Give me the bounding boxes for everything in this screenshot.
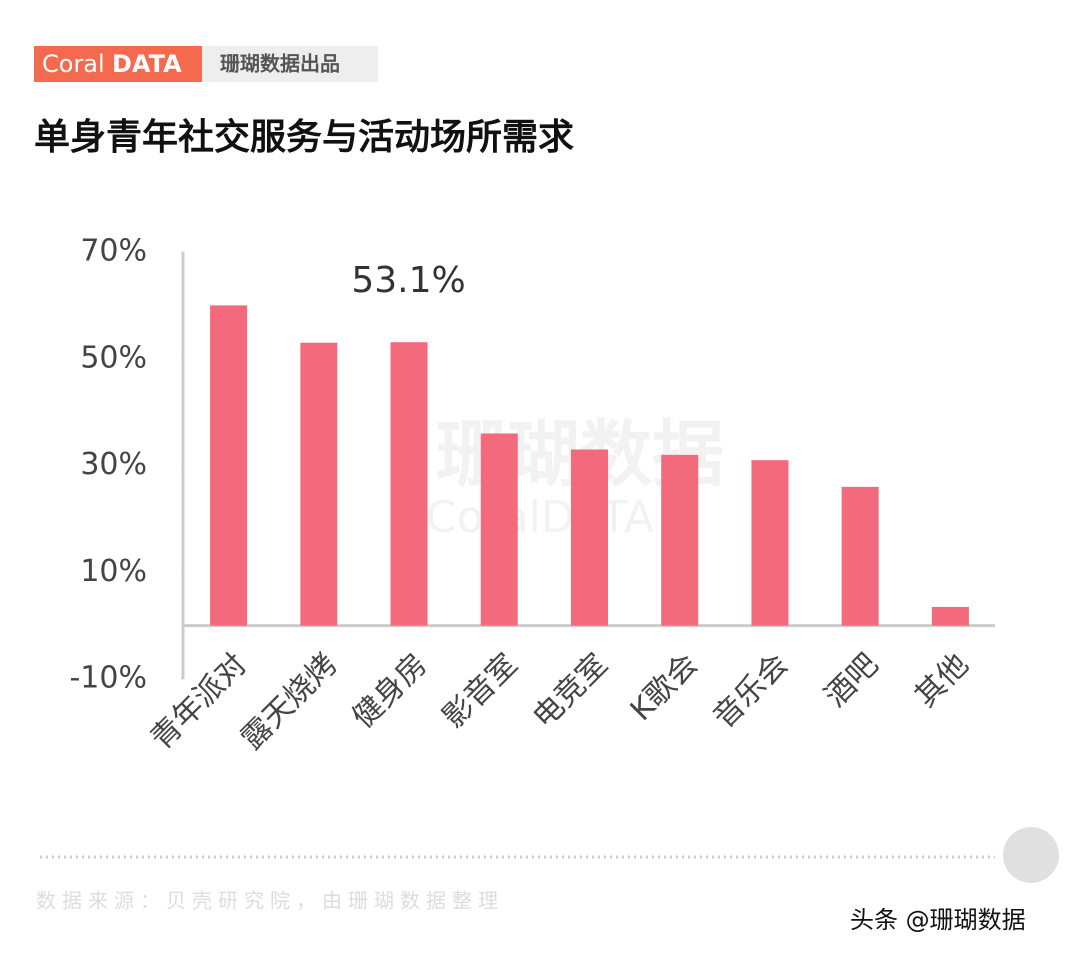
chart-title: 单身青年社交服务与活动场所需求: [34, 116, 574, 158]
x-tick-label: 青年派对: [144, 647, 254, 757]
y-tick-label: -10%: [69, 661, 147, 696]
y-tick-label: 10%: [80, 554, 147, 589]
bar: [751, 460, 789, 626]
x-tick-label: 电竞室: [526, 647, 614, 735]
logo: [1003, 827, 1059, 883]
tag-box: [202, 46, 378, 82]
source: 数据来源：贝壳研究院，由珊瑚数据整理: [36, 889, 504, 913]
x-tick-label: 音乐会: [707, 647, 795, 735]
x-tick-label: 健身房: [346, 647, 434, 735]
bar: [661, 454, 699, 626]
bar: [931, 606, 969, 626]
x-tick-label: 酒吧: [818, 647, 885, 714]
bar: [210, 305, 248, 626]
bar: [390, 342, 428, 626]
y-tick-label: 30%: [80, 447, 147, 482]
x-tick-label: K歌会: [624, 647, 705, 728]
watermark-en: CoralDATA: [426, 492, 654, 543]
credit: 头条 @珊瑚数据: [850, 906, 1026, 934]
y-tick-label: 50%: [80, 340, 147, 375]
x-tick-label: 其他: [908, 647, 975, 714]
brand-bold: DATA: [112, 50, 182, 78]
brand-box: [34, 46, 202, 82]
value-label: 53.1%: [351, 260, 465, 301]
bar: [841, 486, 879, 626]
x-tick-label: 露天烧烤: [234, 647, 344, 757]
bar: [571, 449, 608, 626]
tag: 珊瑚数据出品: [220, 52, 340, 76]
bar: [480, 433, 518, 626]
x-tick-label: 影音室: [436, 647, 524, 735]
bar: [300, 342, 338, 626]
brand-light: Coral: [42, 50, 105, 78]
y-tick-label: 70%: [80, 234, 147, 269]
